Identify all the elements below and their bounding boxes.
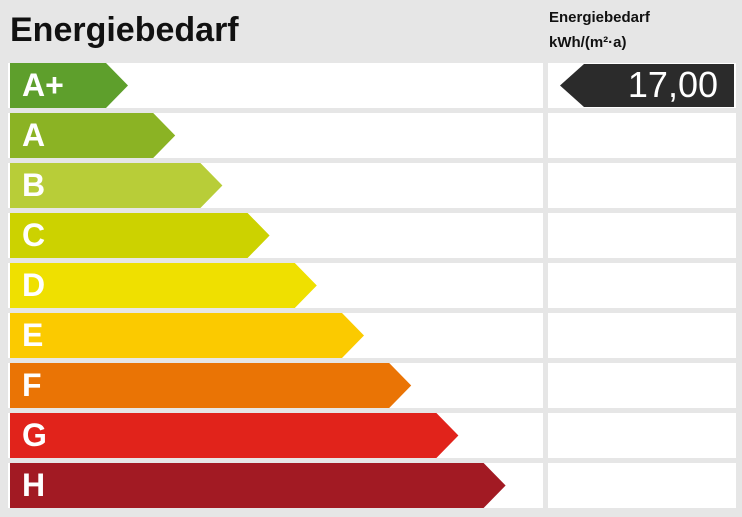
value-marker bbox=[560, 64, 734, 107]
class-arrow bbox=[10, 213, 270, 258]
value-panel bbox=[548, 463, 736, 508]
value-panel bbox=[548, 163, 736, 208]
value-panel bbox=[548, 113, 736, 158]
class-arrow bbox=[10, 313, 364, 358]
class-arrow bbox=[10, 263, 317, 308]
header-line: Energiebedarf bbox=[549, 9, 651, 26]
title: Energiebedarf bbox=[10, 11, 239, 49]
class-label: C bbox=[22, 217, 45, 253]
class-label: D bbox=[22, 267, 45, 303]
class-label: E bbox=[22, 317, 43, 353]
value-panel bbox=[548, 413, 736, 458]
value-panel bbox=[548, 363, 736, 408]
class-arrow bbox=[10, 113, 176, 158]
class-arrow bbox=[10, 463, 506, 508]
value-panel bbox=[548, 263, 736, 308]
class-label: B bbox=[22, 167, 45, 203]
header-line: kWh/(m²·a) bbox=[549, 34, 627, 51]
class-label: A+ bbox=[22, 67, 64, 103]
class-arrow bbox=[10, 363, 412, 408]
value-text: 17,00 bbox=[628, 64, 718, 105]
value-panel bbox=[548, 313, 736, 358]
class-label: A bbox=[22, 117, 45, 153]
class-label: H bbox=[22, 467, 45, 503]
class-arrow bbox=[10, 163, 223, 208]
class-arrow bbox=[10, 413, 459, 458]
class-arrow bbox=[10, 63, 128, 108]
class-label: G bbox=[22, 417, 47, 453]
value-panel bbox=[548, 213, 736, 258]
class-label: F bbox=[22, 367, 42, 403]
